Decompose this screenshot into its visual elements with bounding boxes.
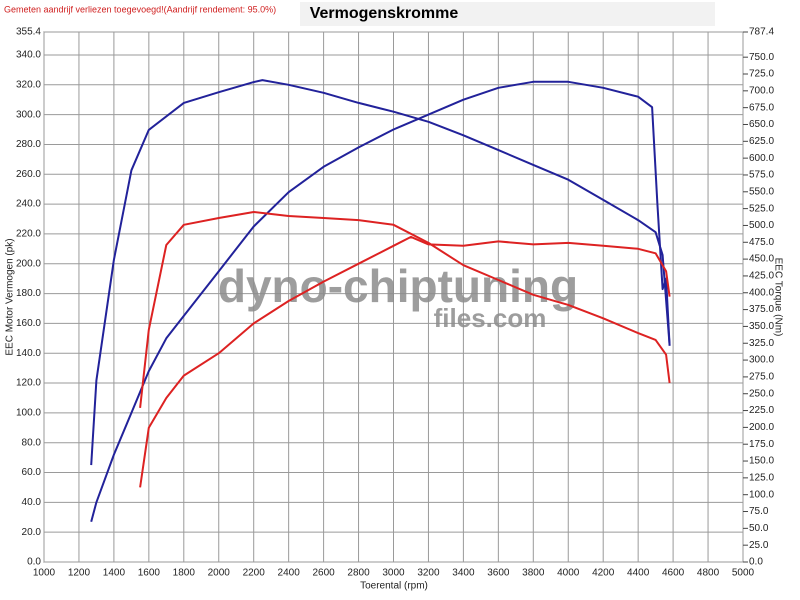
y-tick-label: 355.4 xyxy=(16,27,41,38)
y2-tick-label: 625.0 xyxy=(749,136,774,147)
y2-tick-label: 725.0 xyxy=(749,69,774,80)
data-line xyxy=(139,211,671,409)
watermark: files.com xyxy=(434,303,547,333)
x-tick-label: 2400 xyxy=(278,568,301,579)
y-tick-label: 160.0 xyxy=(16,318,41,329)
y2-tick-label: 425.0 xyxy=(749,271,774,282)
y2-tick-label: 375.0 xyxy=(749,304,774,315)
y-tick-label: 40.0 xyxy=(22,497,42,508)
x-tick-label: 1400 xyxy=(103,568,126,579)
y-tick-label: 220.0 xyxy=(16,229,41,240)
y-tick-label: 180.0 xyxy=(16,288,41,299)
y-tick-label: 340.0 xyxy=(16,50,41,61)
title-box xyxy=(300,2,715,26)
y2-tick-label: 475.0 xyxy=(749,237,774,248)
x-tick-label: 5000 xyxy=(732,568,755,579)
data-line xyxy=(90,79,671,466)
x-tick-label: 3200 xyxy=(417,568,440,579)
y2-tick-label: 100.0 xyxy=(749,489,774,500)
y2-tick-label: 125.0 xyxy=(749,473,774,484)
y2-tick-label: 150.0 xyxy=(749,456,774,467)
y2-tick-label: 350.0 xyxy=(749,321,774,332)
y2-tick-label: 650.0 xyxy=(749,119,774,130)
y2-tick-label: 325.0 xyxy=(749,338,774,349)
y2-tick-label: 275.0 xyxy=(749,372,774,383)
x-tick-label: 4000 xyxy=(557,568,580,579)
y-tick-label: 320.0 xyxy=(16,79,41,90)
y-tick-label: 140.0 xyxy=(16,348,41,359)
y2-tick-label: 500.0 xyxy=(749,220,774,231)
x-tick-label: 3000 xyxy=(382,568,405,579)
y-tick-label: 80.0 xyxy=(22,437,42,448)
y-tick-label: 120.0 xyxy=(16,378,41,389)
y-tick-label: 240.0 xyxy=(16,199,41,210)
y-tick-label: 20.0 xyxy=(22,527,42,538)
y2-axis-label: EEC Torque (Nm) xyxy=(772,258,783,337)
y2-tick-label: 50.0 xyxy=(749,523,769,534)
y2-tick-label: 175.0 xyxy=(749,439,774,450)
x-tick-label: 1200 xyxy=(68,568,91,579)
y2-tick-label: 575.0 xyxy=(749,170,774,181)
watermark: dyno-chiptuning xyxy=(218,260,578,312)
data-line xyxy=(139,235,671,488)
x-tick-label: 2200 xyxy=(243,568,266,579)
x-tick-label: 2000 xyxy=(208,568,231,579)
y-tick-label: 100.0 xyxy=(16,408,41,419)
x-tick-label: 4800 xyxy=(697,568,720,579)
x-tick-label: 3800 xyxy=(522,568,545,579)
y2-tick-label: 25.0 xyxy=(749,540,769,551)
y2-tick-label: 300.0 xyxy=(749,355,774,366)
y-tick-label: 300.0 xyxy=(16,109,41,120)
y2-tick-label: 700.0 xyxy=(749,85,774,96)
y2-tick-label: 787.4 xyxy=(749,27,774,38)
y2-tick-label: 400.0 xyxy=(749,287,774,298)
y2-tick-label: 600.0 xyxy=(749,153,774,164)
y-tick-label: 260.0 xyxy=(16,169,41,180)
y2-tick-label: 225.0 xyxy=(749,405,774,416)
x-tick-label: 1800 xyxy=(173,568,196,579)
chart-title: Vermogenskromme xyxy=(310,5,459,22)
data-line xyxy=(90,80,671,522)
y-tick-label: 280.0 xyxy=(16,139,41,150)
x-axis-label: Toerental (rpm) xyxy=(360,581,428,592)
x-tick-label: 3400 xyxy=(452,568,475,579)
y2-tick-label: 525.0 xyxy=(749,203,774,214)
x-tick-label: 2800 xyxy=(347,568,370,579)
y2-tick-label: 450.0 xyxy=(749,254,774,265)
y2-tick-label: 250.0 xyxy=(749,388,774,399)
y2-tick-label: 550.0 xyxy=(749,186,774,197)
x-tick-label: 4600 xyxy=(662,568,685,579)
y-tick-label: 60.0 xyxy=(22,467,42,478)
x-tick-label: 3600 xyxy=(487,568,510,579)
chart-subtitle: Gemeten aandrijf verliezen toegevoegd!(A… xyxy=(4,4,276,14)
x-tick-label: 1600 xyxy=(138,568,161,579)
y2-tick-label: 675.0 xyxy=(749,102,774,113)
y2-tick-label: 75.0 xyxy=(749,506,769,517)
x-tick-label: 1000 xyxy=(33,568,56,579)
y-tick-label: 200.0 xyxy=(16,258,41,269)
y2-tick-label: 200.0 xyxy=(749,422,774,433)
y2-tick-label: 750.0 xyxy=(749,52,774,63)
x-tick-label: 2600 xyxy=(312,568,335,579)
y-axis-label: EEC Motor Vermogen (pk) xyxy=(5,238,16,355)
y2-tick-label: 0.0 xyxy=(749,557,763,568)
y-tick-label: 0.0 xyxy=(27,557,41,568)
x-tick-label: 4400 xyxy=(627,568,650,579)
x-tick-label: 4200 xyxy=(592,568,615,579)
